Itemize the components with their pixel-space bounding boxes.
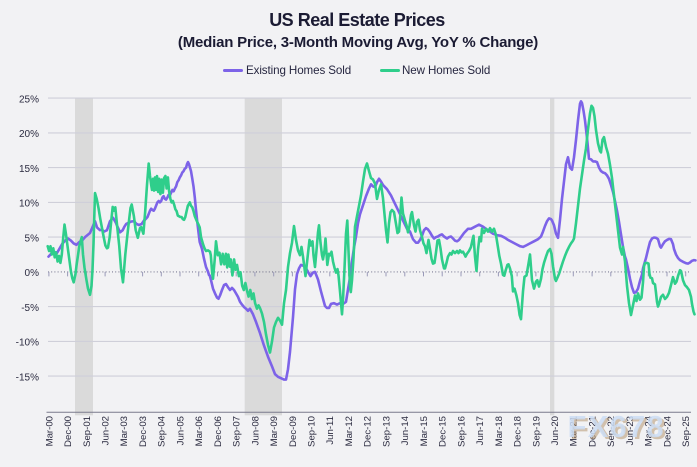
svg-text:Dec-12: Dec-12 [363,416,374,447]
svg-text:Mar-09: Mar-09 [269,416,280,446]
svg-text:0%: 0% [25,268,40,279]
svg-text:20%: 20% [19,129,39,140]
svg-text:Dec-18: Dec-18 [513,416,524,447]
svg-text:Mar-12: Mar-12 [344,416,355,446]
svg-text:10%: 10% [19,199,39,210]
svg-text:Jun-05: Jun-05 [175,416,186,445]
svg-text:25%: 25% [19,94,39,105]
svg-text:Dec-09: Dec-09 [288,416,299,447]
svg-text:Dec-21: Dec-21 [588,416,599,447]
svg-text:FX678: FX678 [568,409,665,444]
svg-text:Sep-01: Sep-01 [82,416,93,447]
svg-text:Dec-00: Dec-00 [63,416,74,447]
svg-text:Mar-24: Mar-24 [644,415,655,446]
svg-text:-15%: -15% [16,372,39,383]
svg-text:Jun-08: Jun-08 [250,416,261,445]
svg-text:Mar-18: Mar-18 [494,416,505,446]
svg-text:Sep-25: Sep-25 [681,416,692,447]
svg-text:Jun-02: Jun-02 [101,416,112,445]
svg-text:Mar-15: Mar-15 [419,416,430,446]
svg-text:Sep-19: Sep-19 [531,416,542,447]
svg-text:Jun-23: Jun-23 [625,416,636,445]
svg-text:Mar-00: Mar-00 [44,416,55,446]
svg-text:Jun-11: Jun-11 [325,416,336,445]
svg-text:Jun-17: Jun-17 [475,416,486,445]
svg-text:-5%: -5% [21,303,39,314]
svg-text:Jun-14: Jun-14 [400,415,411,445]
svg-text:Mar-21: Mar-21 [569,416,580,446]
svg-text:Jun-20: Jun-20 [550,416,561,445]
svg-text:Mar-06: Mar-06 [194,416,205,446]
svg-text:Sep-13: Sep-13 [381,416,392,447]
svg-text:Mar-03: Mar-03 [119,416,130,446]
svg-text:Sep-07: Sep-07 [232,416,243,447]
svg-text:15%: 15% [19,164,39,175]
svg-text:Sep-04: Sep-04 [157,415,168,447]
svg-text:-10%: -10% [16,338,39,349]
svg-text:Dec-06: Dec-06 [213,416,224,447]
svg-text:Sep-22: Sep-22 [606,416,617,447]
svg-text:Dec-03: Dec-03 [138,416,149,447]
svg-text:Dec-24: Dec-24 [662,415,673,447]
svg-text:FX678: FX678 [570,411,667,446]
svg-text:5%: 5% [25,233,40,244]
svg-text:Dec-15: Dec-15 [438,416,449,447]
svg-text:Sep-10: Sep-10 [307,416,318,447]
svg-text:Sep-16: Sep-16 [456,416,467,447]
